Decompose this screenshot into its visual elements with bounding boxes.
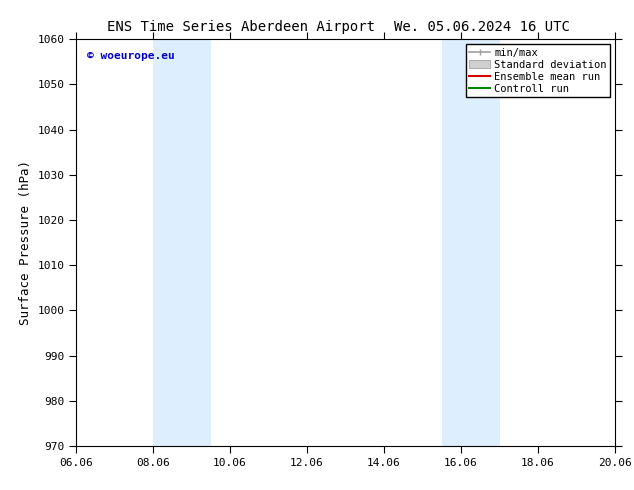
- Y-axis label: Surface Pressure (hPa): Surface Pressure (hPa): [19, 160, 32, 325]
- Text: © woeurope.eu: © woeurope.eu: [87, 51, 174, 61]
- Bar: [153, 39, 210, 446]
- Text: We. 05.06.2024 16 UTC: We. 05.06.2024 16 UTC: [394, 20, 570, 34]
- Bar: [442, 39, 500, 446]
- Text: ENS Time Series Aberdeen Airport: ENS Time Series Aberdeen Airport: [107, 20, 375, 34]
- Legend: min/max, Standard deviation, Ensemble mean run, Controll run: min/max, Standard deviation, Ensemble me…: [466, 45, 610, 97]
